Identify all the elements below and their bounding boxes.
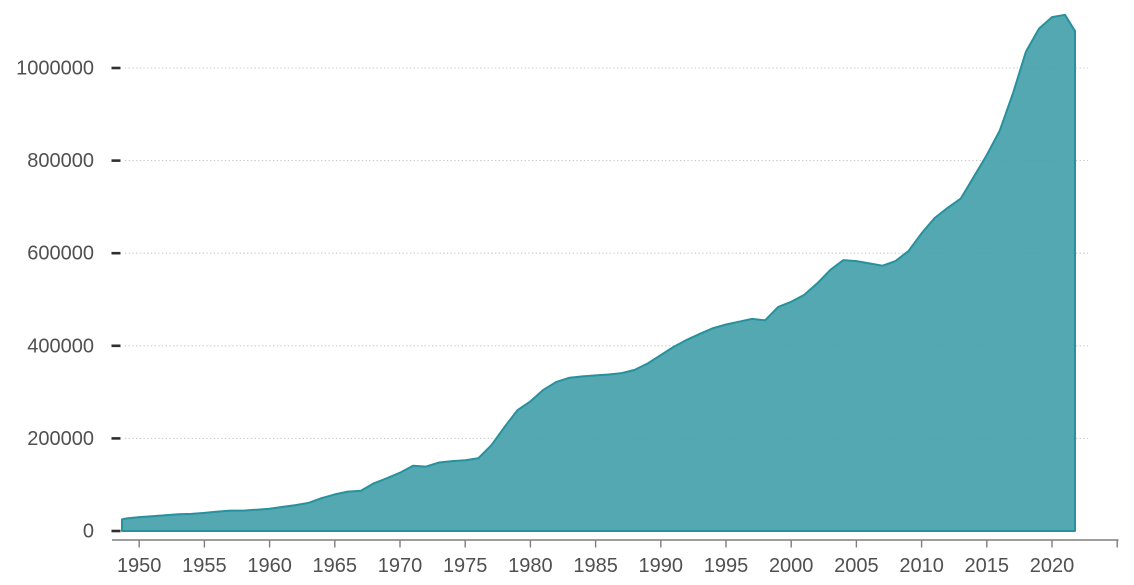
- y-tick-label: 0: [83, 521, 94, 543]
- x-tick-label: 2015: [965, 555, 1010, 577]
- x-tick-label: 1975: [443, 555, 488, 577]
- y-tick-label: 1000000: [16, 58, 94, 80]
- y-tick-label: 600000: [27, 243, 94, 265]
- x-tick-label: 1965: [313, 555, 358, 577]
- x-tick-label: 1990: [639, 555, 684, 577]
- x-tick-label: 2005: [834, 555, 879, 577]
- x-tick-label: 1960: [247, 555, 292, 577]
- x-tick-label: 1985: [573, 555, 618, 577]
- y-tick-label: 800000: [27, 150, 94, 172]
- y-tick-label: 200000: [27, 428, 94, 450]
- y-tick-label: 400000: [27, 335, 94, 357]
- x-tick-label: 1955: [182, 555, 227, 577]
- x-tick-label: 1995: [704, 555, 749, 577]
- x-tick-label: 1950: [117, 555, 162, 577]
- x-tick-label: 2010: [899, 555, 944, 577]
- x-tick-label: 2020: [1030, 555, 1075, 577]
- x-tick-label: 2000: [769, 555, 814, 577]
- x-tick-label: 1970: [378, 555, 423, 577]
- area-series: [121, 13, 1076, 532]
- x-tick-label: 1980: [508, 555, 553, 577]
